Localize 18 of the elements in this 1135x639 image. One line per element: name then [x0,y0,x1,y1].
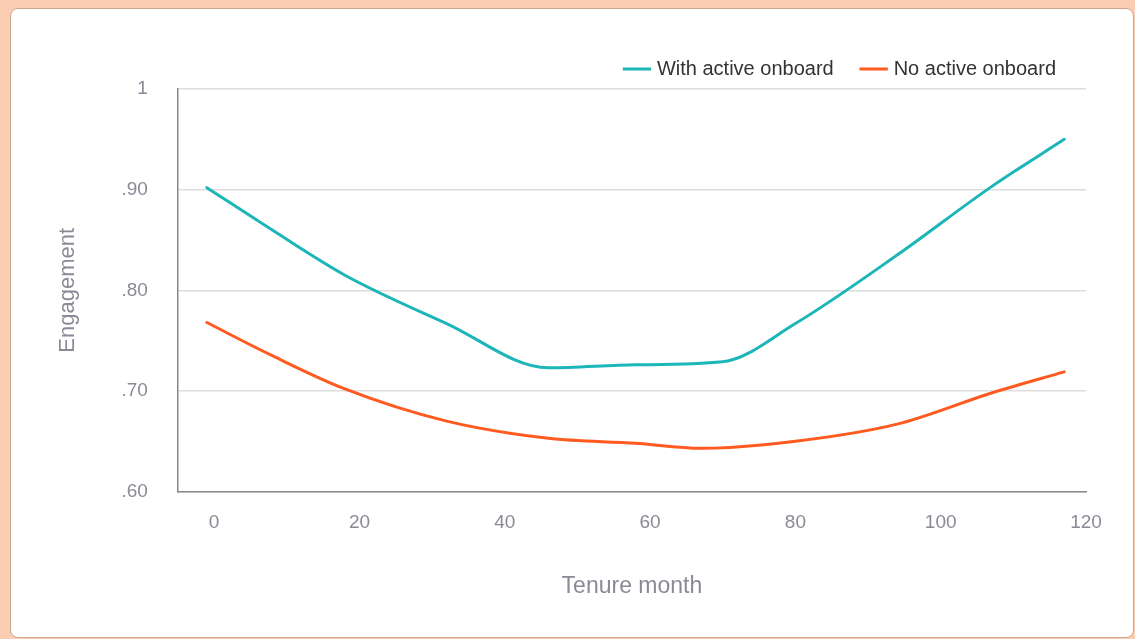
x-tick-label: 60 [639,511,661,533]
x-axis-title: Tenure month [561,571,703,598]
y-tick-label: .90 [121,177,148,199]
line-series [205,137,1066,370]
x-tick-label: 100 [924,511,957,533]
y-tick-label: .70 [121,379,148,401]
x-tick-label: 0 [208,511,220,533]
x-tick-label: 40 [494,511,516,533]
y-tick-label: .80 [121,278,148,300]
legend-label: No active onboard [893,56,1056,79]
x-tick-label: 80 [784,511,806,533]
y-axis-title: Engagement [54,227,80,353]
y-tick-label: .60 [121,479,148,501]
x-tick-label: 120 [1070,511,1102,533]
y-tick-label: 1 [137,77,148,99]
legend-label: With active onboard [656,56,834,79]
x-tick-label: 20 [348,511,371,533]
line-series [205,321,1066,450]
